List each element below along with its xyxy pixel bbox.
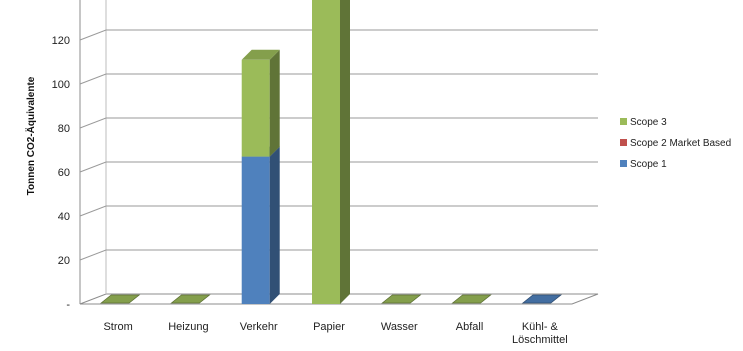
gridline [79, 117, 598, 129]
zero-bar-marker [100, 294, 141, 304]
y-tick-label: 100 [52, 79, 70, 91]
zero-bar-marker [381, 294, 422, 304]
gridline [79, 161, 598, 173]
x-tick-label: Abfall [456, 321, 484, 333]
y-tick-label: 60 [58, 167, 70, 179]
legend-item: Scope 3 [620, 117, 667, 128]
y-tick-label: 40 [58, 211, 70, 223]
legend-swatch [620, 139, 627, 146]
gridlines [79, 29, 598, 261]
zero-bar-marker [170, 294, 211, 304]
bar-scope-3 [312, 0, 350, 304]
legend-label: Scope 2 Market Based [630, 138, 731, 149]
x-tick-label: Verkehr [240, 321, 278, 333]
y-tick-label: 140 [52, 0, 70, 3]
x-tick-label: Heizung [168, 321, 208, 333]
y-tick-label: 80 [58, 123, 70, 135]
y-tick-label: - [66, 299, 70, 311]
legend-item: Scope 2 Market Based [620, 138, 731, 149]
x-tick-label: Löschmittel [512, 334, 568, 346]
x-tick-label: Kühl- & [522, 321, 559, 333]
x-axis-categories: Strom Heizung Verkehr Papier Wasser Abfall Küh… [103, 321, 567, 346]
bars [100, 0, 562, 304]
legend: Scope 3 Scope 2 Market Based Scope 1 [620, 117, 731, 170]
legend-label: Scope 3 [630, 117, 667, 128]
legend-swatch [620, 118, 627, 125]
legend-item: Scope 1 [620, 159, 667, 170]
zero-bar-marker [451, 294, 492, 304]
legend-label: Scope 1 [630, 159, 667, 170]
gridline [79, 29, 598, 41]
legend-swatch [620, 160, 627, 167]
x-tick-label: Strom [103, 321, 132, 333]
y-axis-ticks: - 20 40 60 80 100 120 140 [52, 0, 71, 311]
x-tick-label: Papier [313, 321, 345, 333]
bar-scope-1 [241, 146, 280, 304]
y-tick-label: 120 [52, 35, 70, 47]
gridline [79, 73, 598, 85]
y-tick-label: 20 [58, 255, 70, 267]
y-axis-label: Tonnen CO2-Äquivalente [24, 76, 37, 195]
gridline [79, 249, 598, 261]
x-tick-label: Wasser [381, 321, 418, 333]
bar-scope-3 [241, 49, 280, 157]
gridline [79, 205, 598, 217]
zero-bar-marker [521, 294, 562, 304]
